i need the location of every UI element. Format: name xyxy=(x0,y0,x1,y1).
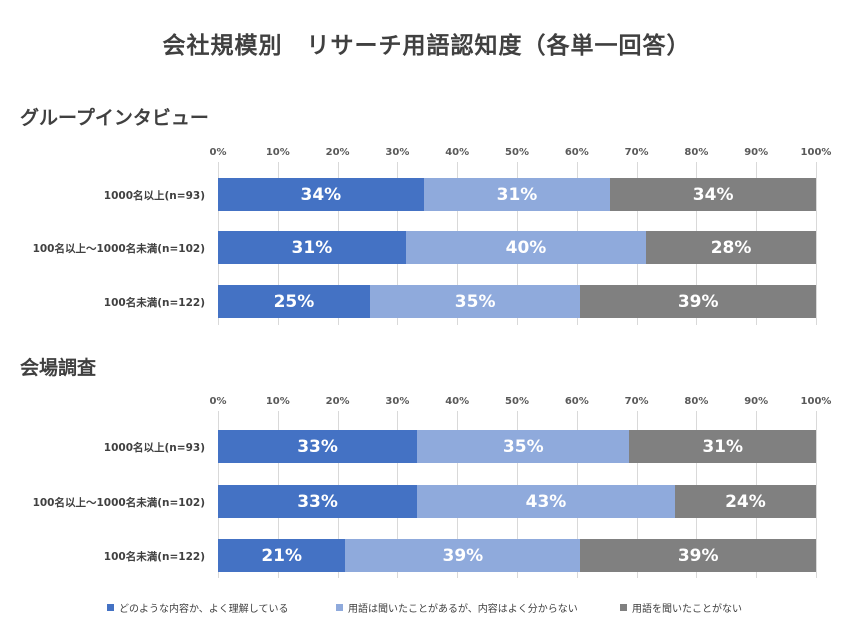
x-tick-label: 30% xyxy=(385,147,410,158)
data-label: 31% xyxy=(702,436,744,457)
bar-segment: 31% xyxy=(218,231,406,264)
data-label: 35% xyxy=(454,291,496,312)
x-tick-label: 90% xyxy=(744,147,769,158)
x-tick-label: 60% xyxy=(564,147,589,158)
bar-segment: 21% xyxy=(218,539,346,572)
bar-segment: 40% xyxy=(405,231,647,264)
bar-segment: 34% xyxy=(218,178,424,211)
x-tick-label: 70% xyxy=(624,396,649,407)
bar-segment: 39% xyxy=(580,285,816,318)
data-label: 43% xyxy=(525,491,567,512)
bar-segment: 33% xyxy=(218,430,418,463)
bar-segment: 31% xyxy=(423,178,611,211)
x-tick-label: 40% xyxy=(445,147,470,158)
category-label: 100名未満(n=122) xyxy=(103,296,205,309)
bar-segment: 43% xyxy=(417,485,675,518)
x-tick-label: 10% xyxy=(265,147,290,158)
legend-item: 用語を聞いたことがない xyxy=(620,600,742,615)
data-label: 34% xyxy=(300,184,342,205)
legend-label: どのような内容か、よく理解している xyxy=(119,604,289,615)
data-label: 21% xyxy=(261,545,303,566)
chart-legend: どのような内容か、よく理解している 用語は聞いたことがあるが、内容はよく分からない… xyxy=(0,600,853,616)
x-tick-label: 20% xyxy=(325,396,350,407)
x-tick-label: 0% xyxy=(209,147,227,158)
legend-label: 用語は聞いたことがあるが、内容はよく分からない xyxy=(348,604,578,615)
chart-title: 会社規模別 リサーチ用語認知度（各単一回答） xyxy=(162,33,691,59)
legend-swatch-icon xyxy=(107,604,114,611)
panel-title: 会場調査 xyxy=(20,357,97,379)
x-tick-label: 80% xyxy=(684,396,709,407)
x-tick-label: 100% xyxy=(800,147,832,158)
bar-segment: 33% xyxy=(218,485,418,518)
category-label: 100名以上～1000名未満(n=102) xyxy=(32,496,205,509)
category-label: 1000名以上(n=93) xyxy=(103,441,205,454)
panel-title: グループインタビュー xyxy=(20,107,209,129)
category-label: 100名未満(n=122) xyxy=(103,550,205,563)
data-label: 31% xyxy=(496,184,538,205)
data-label: 33% xyxy=(297,436,338,457)
bar-segment: 31% xyxy=(629,430,816,463)
legend-swatch-icon xyxy=(336,604,343,611)
x-tick-label: 40% xyxy=(445,396,470,407)
data-label: 39% xyxy=(677,545,719,566)
bar-segment: 28% xyxy=(646,231,816,264)
x-tick-label: 50% xyxy=(505,396,529,407)
legend-label: 用語を聞いたことがない xyxy=(632,604,742,615)
data-label: 25% xyxy=(273,291,315,312)
x-tick-label: 100% xyxy=(800,396,832,407)
data-label: 39% xyxy=(442,545,484,566)
bar-segment: 24% xyxy=(674,485,816,518)
data-label: 39% xyxy=(677,291,719,312)
gridline xyxy=(816,411,817,578)
bar-segment: 35% xyxy=(417,430,630,463)
x-tick-label: 0% xyxy=(209,396,227,407)
x-tick-label: 60% xyxy=(564,396,589,407)
data-label: 34% xyxy=(692,184,734,205)
bar-segment: 39% xyxy=(345,539,581,572)
bar-segment: 25% xyxy=(218,285,370,318)
x-tick-label: 30% xyxy=(385,396,410,407)
legend-swatch-icon xyxy=(620,604,627,611)
bar-segment: 34% xyxy=(610,178,816,211)
gridline xyxy=(816,162,817,325)
data-label: 28% xyxy=(710,237,752,258)
data-label: 31% xyxy=(291,237,333,258)
category-label: 1000名以上(n=93) xyxy=(103,189,205,202)
data-label: 24% xyxy=(725,491,766,512)
x-tick-label: 50% xyxy=(505,147,529,158)
legend-item: 用語は聞いたことがあるが、内容はよく分からない xyxy=(336,600,578,615)
legend-item: どのような内容か、よく理解している xyxy=(107,600,289,615)
x-tick-label: 80% xyxy=(684,147,709,158)
category-label: 100名以上～1000名未満(n=102) xyxy=(32,242,205,255)
data-label: 33% xyxy=(297,491,338,512)
bar-segment: 35% xyxy=(369,285,581,318)
x-tick-label: 20% xyxy=(325,147,350,158)
data-label: 40% xyxy=(505,237,547,258)
x-tick-label: 90% xyxy=(744,396,769,407)
bar-segment: 39% xyxy=(580,539,816,572)
x-tick-label: 70% xyxy=(624,147,649,158)
data-label: 35% xyxy=(502,436,544,457)
x-tick-label: 10% xyxy=(265,396,290,407)
